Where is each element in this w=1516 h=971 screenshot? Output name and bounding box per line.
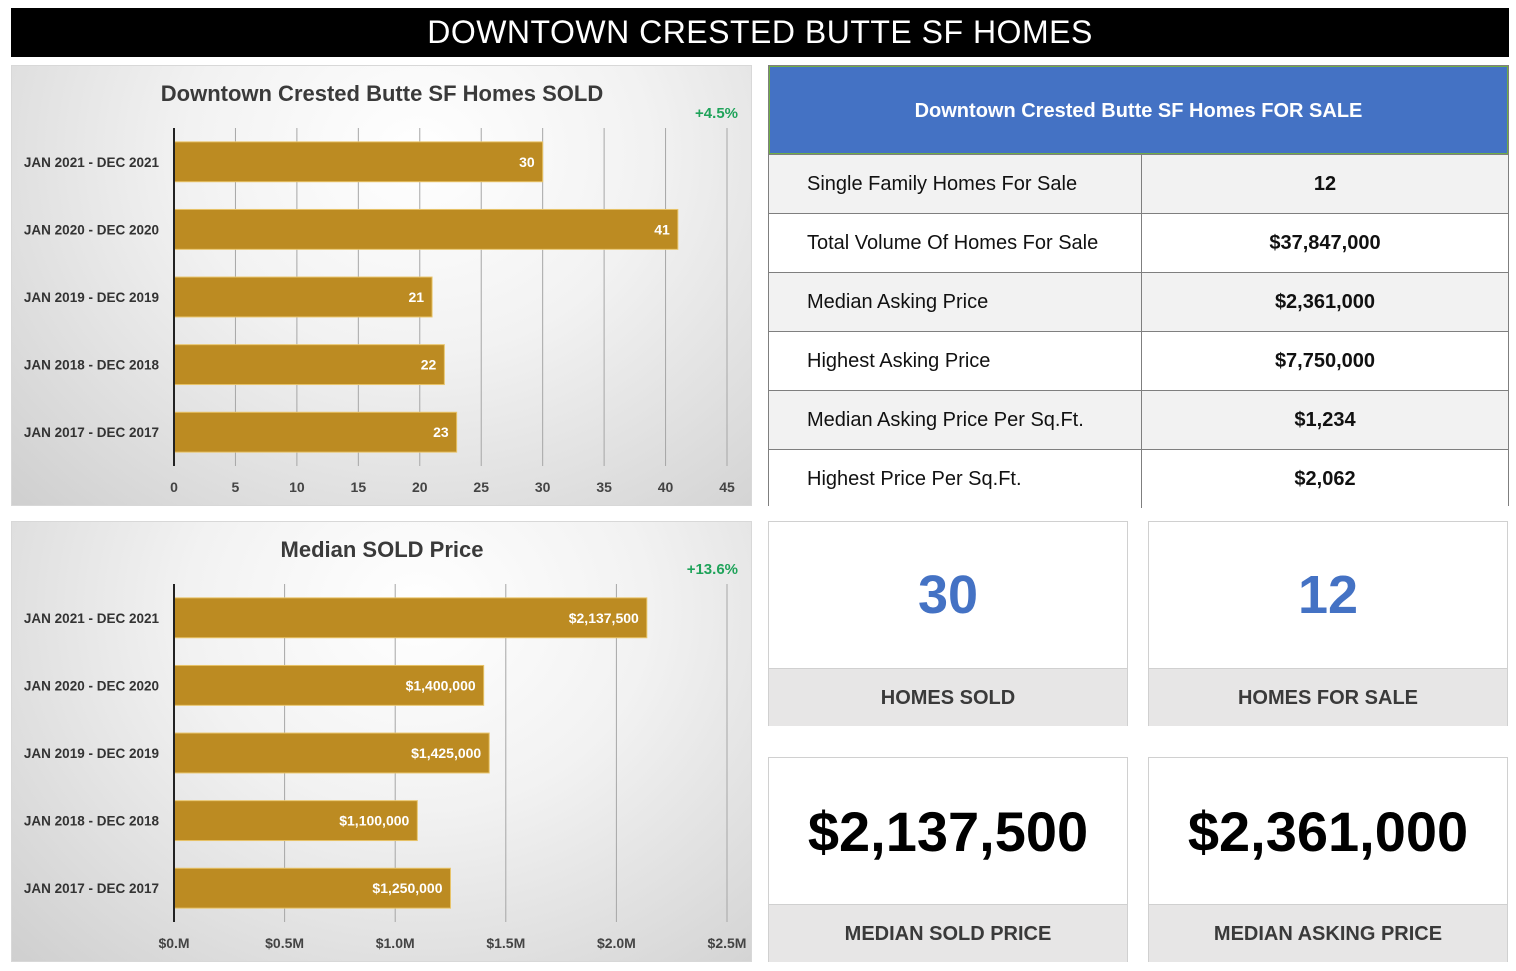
x-tick-label: 20 <box>412 479 428 495</box>
kpi-caption: MEDIAN ASKING PRICE <box>1149 904 1507 962</box>
for-sale-table-title: Downtown Crested Butte SF Homes FOR SALE <box>769 66 1508 154</box>
bar <box>173 141 544 183</box>
bar <box>173 208 679 250</box>
bar <box>173 867 451 909</box>
table-row: Median Asking Price $2,361,000 <box>769 272 1508 331</box>
x-tick-label: 45 <box>719 479 735 495</box>
bar <box>173 732 490 774</box>
chart-svg: Median SOLD Price +13.6% $0.M $0.5M $1.0M $1.… <box>24 537 747 951</box>
bar-data-label: $1,400,000 <box>406 677 476 693</box>
table-row: Median Asking Price Per Sq.Ft. $1,234 <box>769 390 1508 449</box>
category-label: JAN 2017 - DEC 2017 <box>24 881 159 896</box>
category-label: JAN 2017 - DEC 2017 <box>24 425 159 440</box>
row-value: 12 <box>1313 173 1337 195</box>
chart-title: Downtown Crested Butte SF Homes SOLD <box>161 81 603 106</box>
x-tick-label: $1.0M <box>376 935 415 951</box>
category-label: JAN 2019 - DEC 2019 <box>24 290 159 305</box>
category-label: JAN 2021 - DEC 2021 <box>24 611 160 626</box>
x-tick-label: 0 <box>170 479 178 495</box>
category-label: JAN 2021 - DEC 2021 <box>24 155 160 170</box>
category-label: JAN 2020 - DEC 2020 <box>24 678 159 693</box>
row-value: $2,361,000 <box>1274 291 1376 313</box>
median-sold-price-chart: Median SOLD Price +13.6% $0.M $0.5M $1.0M $1.… <box>11 521 752 962</box>
table-row: Highest Price Per Sq.Ft. $2,062 <box>769 449 1508 508</box>
bar <box>173 664 485 706</box>
kpi-median-sold-price: $2,137,500 MEDIAN SOLD PRICE <box>768 757 1128 962</box>
x-tick-label: 5 <box>232 479 240 495</box>
row-value: $1,234 <box>1294 409 1356 431</box>
dashboard-title: DOWNTOWN CRESTED BUTTE SF HOMES <box>11 8 1509 57</box>
row-label: Median Asking Price Per Sq.Ft. <box>769 391 1142 449</box>
row-value: $7,750,000 <box>1274 350 1376 372</box>
bar-data-label: 41 <box>654 221 670 237</box>
kpi-caption: HOMES SOLD <box>769 668 1127 726</box>
kpi-value: 30 <box>917 565 979 625</box>
category-label: JAN 2020 - DEC 2020 <box>24 222 159 237</box>
x-tick-label: 15 <box>351 479 367 495</box>
table-row: Total Volume Of Homes For Sale $37,847,00… <box>769 213 1508 272</box>
bar-data-label: 30 <box>519 154 535 170</box>
x-tick-label: $0.5M <box>265 935 304 951</box>
category-label: JAN 2018 - DEC 2018 <box>24 358 160 373</box>
x-tick-label: $2.0M <box>597 935 636 951</box>
bar-data-label: $1,100,000 <box>339 813 409 829</box>
bar-data-label: 22 <box>421 357 437 373</box>
for-sale-table: Downtown Crested Butte SF Homes FOR SALE… <box>768 65 1509 508</box>
kpi-value: 12 <box>1297 565 1359 625</box>
category-label: JAN 2018 - DEC 2018 <box>24 814 160 829</box>
x-tick-label: 40 <box>658 479 674 495</box>
kpi-median-asking-price: $2,361,000 MEDIAN ASKING PRICE <box>1148 757 1508 962</box>
kpi-value: $2,361,000 <box>1187 799 1469 863</box>
row-label: Total Volume Of Homes For Sale <box>769 214 1142 272</box>
kpi-homes-sold: 30 HOMES SOLD <box>768 521 1128 726</box>
x-tick-label: $1.5M <box>486 935 525 951</box>
x-tick-label: 35 <box>596 479 612 495</box>
homes-sold-chart: Downtown Crested Butte SF Homes SOLD +4.5… <box>11 65 752 506</box>
chart-svg: Downtown Crested Butte SF Homes SOLD +4.5… <box>24 81 738 495</box>
bar-data-label: $2,137,500 <box>569 610 639 626</box>
row-label: Highest Price Per Sq.Ft. <box>769 450 1142 508</box>
row-label: Single Family Homes For Sale <box>769 155 1142 213</box>
table-row: Single Family Homes For Sale 12 <box>769 154 1508 213</box>
x-tick-label: $2.5M <box>708 935 747 951</box>
bar <box>173 411 458 453</box>
kpi-homes-for-sale: 12 HOMES FOR SALE <box>1148 521 1508 726</box>
bar-data-label: $1,425,000 <box>411 745 481 761</box>
bar-data-label: 21 <box>408 289 424 305</box>
x-tick-label: $0.M <box>158 935 189 951</box>
bar-data-label: $1,250,000 <box>372 880 442 896</box>
x-tick-label: 30 <box>535 479 551 495</box>
row-value: $37,847,000 <box>1269 232 1381 254</box>
bar <box>173 276 433 318</box>
bar-data-label: 23 <box>433 424 449 440</box>
change-annotation: +13.6% <box>687 561 738 578</box>
row-label: Highest Asking Price <box>769 332 1142 390</box>
kpi-caption: MEDIAN SOLD PRICE <box>769 904 1127 962</box>
row-value: $2,062 <box>1294 468 1356 490</box>
kpi-caption: HOMES FOR SALE <box>1149 668 1507 726</box>
x-tick-label: 25 <box>473 479 489 495</box>
x-tick-label: 10 <box>289 479 305 495</box>
category-label: JAN 2019 - DEC 2019 <box>24 746 159 761</box>
bar <box>173 800 418 842</box>
chart-title: Median SOLD Price <box>281 537 484 562</box>
bar <box>173 344 445 386</box>
row-label: Median Asking Price <box>769 273 1142 331</box>
table-row: Highest Asking Price $7,750,000 <box>769 331 1508 390</box>
kpi-value: $2,137,500 <box>807 799 1089 863</box>
change-annotation: +4.5% <box>695 105 738 122</box>
